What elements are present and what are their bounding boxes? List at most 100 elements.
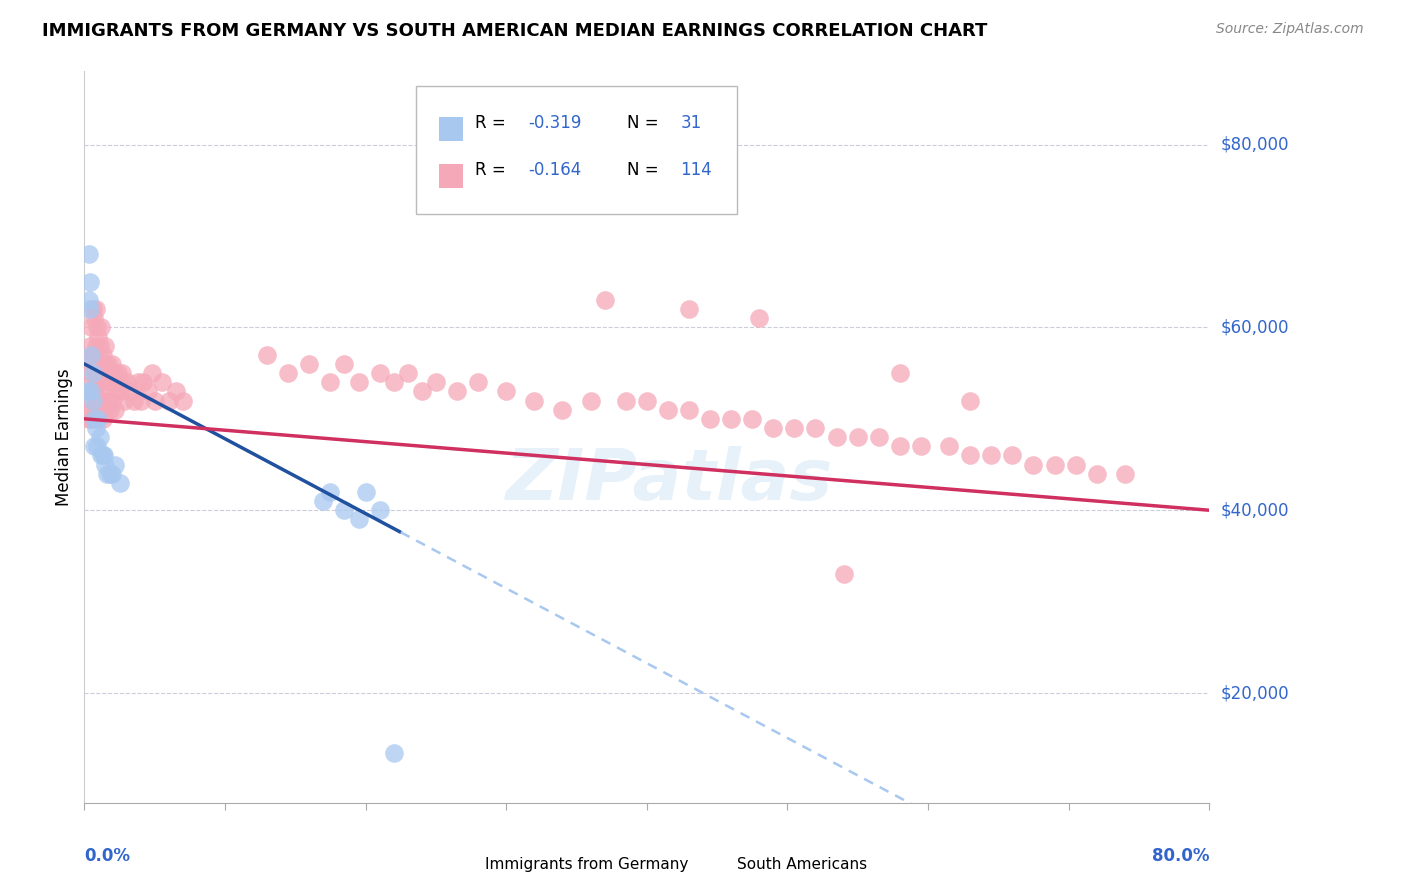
Text: 31: 31 xyxy=(681,113,702,131)
Point xyxy=(96,402,118,417)
Point xyxy=(86,439,108,453)
Point xyxy=(80,366,103,380)
Point xyxy=(446,384,468,399)
Point xyxy=(165,384,187,399)
Point xyxy=(1043,458,1066,472)
Point xyxy=(112,393,135,408)
Point xyxy=(89,375,111,389)
Point xyxy=(76,384,98,399)
Point xyxy=(347,512,370,526)
Point xyxy=(699,412,721,426)
Point xyxy=(593,183,616,197)
Point xyxy=(94,375,117,389)
Point xyxy=(889,439,911,453)
Point xyxy=(100,375,122,389)
Point xyxy=(804,421,827,435)
Text: $20,000: $20,000 xyxy=(1220,684,1289,702)
Point xyxy=(467,375,489,389)
Point xyxy=(84,375,107,389)
Point xyxy=(354,485,377,500)
Point xyxy=(96,467,118,481)
Point xyxy=(80,320,103,334)
Point xyxy=(411,384,433,399)
Point xyxy=(1064,458,1087,472)
Text: ZIPatlas: ZIPatlas xyxy=(506,447,832,516)
Point xyxy=(80,384,103,399)
Point xyxy=(90,357,112,371)
Point xyxy=(90,448,112,462)
Text: -0.319: -0.319 xyxy=(529,113,582,131)
Point xyxy=(87,402,110,417)
Point xyxy=(83,439,105,453)
Point xyxy=(636,393,658,408)
FancyBboxPatch shape xyxy=(709,855,731,874)
Point xyxy=(87,412,110,426)
Point xyxy=(959,448,981,462)
Point xyxy=(82,393,104,408)
Point xyxy=(83,384,105,399)
Point xyxy=(105,384,128,399)
Point xyxy=(101,467,124,481)
Point xyxy=(83,412,105,426)
Point xyxy=(82,301,104,317)
Text: Immigrants from Germany: Immigrants from Germany xyxy=(485,856,688,871)
Point xyxy=(312,494,335,508)
Point xyxy=(108,475,131,490)
Point xyxy=(396,366,419,380)
Point xyxy=(93,393,115,408)
Point xyxy=(678,301,700,317)
Point xyxy=(83,311,105,326)
Point xyxy=(82,348,104,362)
Point xyxy=(579,393,602,408)
Text: $40,000: $40,000 xyxy=(1220,501,1289,519)
Point xyxy=(122,393,145,408)
Point xyxy=(783,421,806,435)
Point xyxy=(980,448,1002,462)
Point xyxy=(89,338,111,352)
Point xyxy=(98,402,121,417)
Point xyxy=(104,402,127,417)
Point xyxy=(91,412,114,426)
Point xyxy=(110,384,132,399)
Point xyxy=(82,366,104,380)
Y-axis label: Median Earnings: Median Earnings xyxy=(55,368,73,506)
Point xyxy=(89,430,111,444)
Point xyxy=(741,412,763,426)
Text: Source: ZipAtlas.com: Source: ZipAtlas.com xyxy=(1216,22,1364,37)
Point xyxy=(825,430,848,444)
Point xyxy=(86,393,108,408)
Point xyxy=(104,458,127,472)
Point xyxy=(98,467,121,481)
Point xyxy=(614,393,637,408)
Text: $80,000: $80,000 xyxy=(1220,136,1289,153)
Point xyxy=(93,357,115,371)
Point xyxy=(277,366,299,380)
Point xyxy=(118,384,141,399)
Point xyxy=(333,503,356,517)
Point xyxy=(86,320,108,334)
Point xyxy=(79,412,101,426)
Point xyxy=(86,357,108,371)
Point xyxy=(136,384,159,399)
Point xyxy=(111,366,134,380)
Point xyxy=(172,393,194,408)
Point xyxy=(84,301,107,317)
Point xyxy=(84,421,107,435)
Point xyxy=(80,402,103,417)
Point xyxy=(93,448,115,462)
Point xyxy=(141,366,163,380)
Point xyxy=(143,393,166,408)
Text: N =: N = xyxy=(627,113,664,131)
Point xyxy=(762,421,785,435)
Point xyxy=(425,375,447,389)
Point xyxy=(959,393,981,408)
Point xyxy=(103,366,125,380)
Point xyxy=(104,375,127,389)
Point xyxy=(107,366,129,380)
Point xyxy=(98,366,121,380)
Point xyxy=(77,247,100,261)
Text: R =: R = xyxy=(475,113,510,131)
Point xyxy=(868,430,890,444)
Text: R =: R = xyxy=(475,161,510,179)
FancyBboxPatch shape xyxy=(439,117,464,141)
